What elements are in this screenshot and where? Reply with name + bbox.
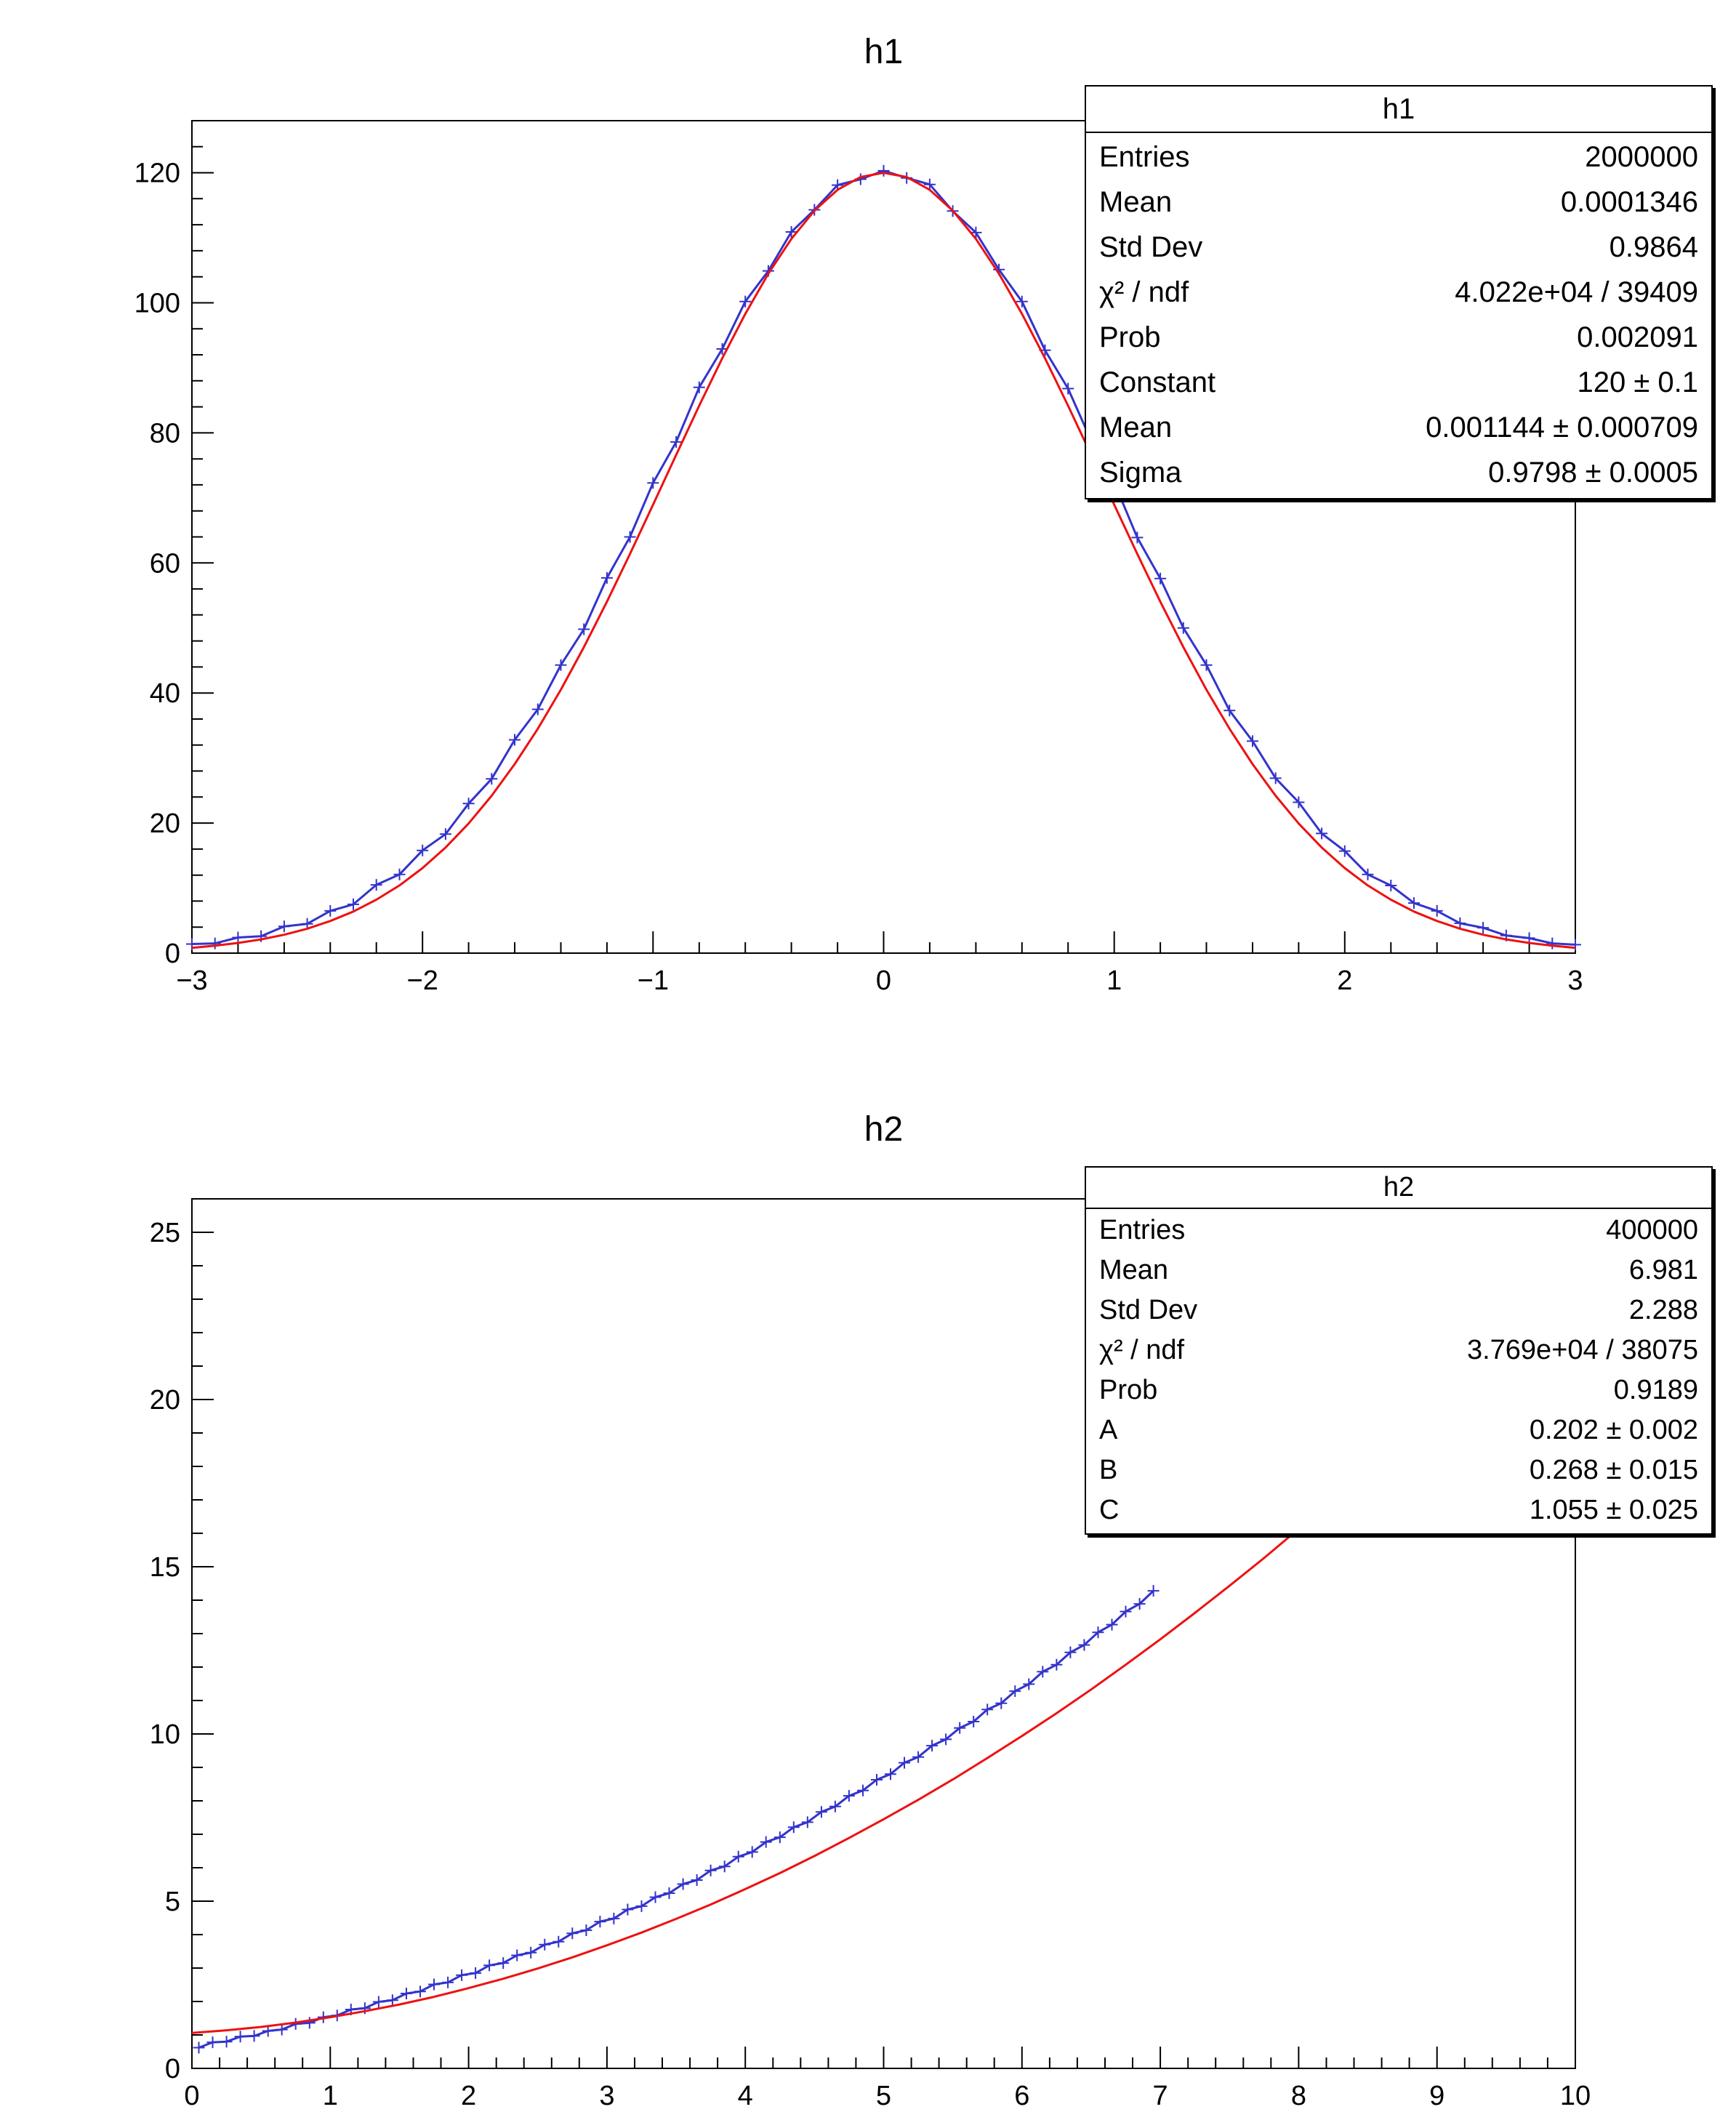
stats-row-label: Sigma [1099, 457, 1182, 489]
stats-row: Std Dev 0.9864 [1086, 225, 1711, 270]
stats-row-value: 2000000 [1585, 141, 1698, 173]
stats-row-value: 0.0001346 [1560, 186, 1698, 218]
y-tick-label: 10 [150, 1719, 180, 1750]
stats-row: A 0.202 ± 0.002 [1086, 1410, 1711, 1450]
stats-row-label: A [1099, 1415, 1118, 1445]
y-tick-label: 0 [165, 2054, 180, 2084]
y-tick-label: 0 [165, 939, 180, 969]
x-tick-label: 2 [461, 2081, 476, 2111]
plot-title-h1: h1 [864, 33, 904, 71]
stats-row: Mean 0.001144 ± 0.000709 [1086, 405, 1711, 450]
h1-plot: −3 −2 −1 0 1 2 3 0 20 40 60 80 100 120 [134, 120, 1583, 996]
stats-row: Constant 120 ± 0.1 [1086, 360, 1711, 405]
x-tick-label: −1 [638, 965, 669, 996]
y-tick-label: 60 [150, 548, 180, 579]
stats-row: B 0.268 ± 0.015 [1086, 1450, 1711, 1490]
x-tick-label: 5 [876, 2081, 891, 2111]
stats-row: Std Dev 2.288 [1086, 1290, 1711, 1330]
x-tick-label: 3 [1567, 965, 1583, 996]
y-tick-label: 20 [150, 808, 180, 839]
x-tick-label: 0 [876, 965, 891, 996]
y-tick-label: 100 [134, 289, 180, 319]
stats-row-label: Mean [1099, 1255, 1169, 1285]
stats-row-label: Std Dev [1099, 231, 1203, 263]
stats-row: χ² / ndf 4.022e+04 / 39409 [1086, 270, 1711, 315]
stats-row-value: 0.002091 [1577, 321, 1698, 353]
stats-row-label: Entries [1099, 141, 1190, 173]
h2-stats-box: h2 Entries 400000 Mean 6.981 Std Dev 2.288 χ² … [1085, 1166, 1713, 1535]
y-tick-label: 5 [165, 1887, 180, 1917]
stats-row-label: Constant [1099, 366, 1216, 398]
x-tick-label: 7 [1153, 2081, 1168, 2111]
stats-rows: Entries 400000 Mean 6.981 Std Dev 2.288 χ² / n… [1086, 1209, 1711, 1533]
stats-row-value: 0.001144 ± 0.000709 [1426, 411, 1698, 443]
stats-row-label: Mean [1099, 411, 1173, 443]
stats-row: Mean 0.0001346 [1086, 180, 1711, 225]
stats-row-label: Mean [1099, 186, 1173, 218]
x-tick-label: 2 [1337, 965, 1352, 996]
h2-data-markers [193, 1585, 1160, 2054]
x-tick-label: 1 [1106, 965, 1122, 996]
x-tick-label: 0 [184, 2081, 199, 2111]
axis-ticks [191, 1198, 1576, 2069]
stats-row-value: 120 ± 0.1 [1577, 366, 1698, 398]
stats-row-label: χ² / ndf [1099, 1335, 1185, 1365]
stats-row: Entries 400000 [1086, 1210, 1711, 1250]
stats-row-label: Entries [1099, 1215, 1186, 1245]
stats-row: C 1.055 ± 0.025 [1086, 1490, 1711, 1530]
y-tick-label: 15 [150, 1552, 180, 1583]
y-tick-label: 20 [150, 1385, 180, 1416]
stats-row: Prob 0.002091 [1086, 315, 1711, 360]
h1-stats-box: h1 Entries 2000000 Mean 0.0001346 Std Dev 0.9… [1085, 85, 1713, 499]
stats-row-value: 2.288 [1628, 1295, 1698, 1325]
stats-row-label: χ² / ndf [1099, 276, 1189, 308]
stats-row-value: 0.202 ± 0.002 [1529, 1415, 1698, 1445]
stats-row-value: 0.9864 [1609, 231, 1698, 263]
y-tick-label: 120 [134, 158, 180, 189]
x-tick-label: 3 [599, 2081, 614, 2111]
stats-row-value: 0.9189 [1613, 1375, 1698, 1405]
y-tick-label: 40 [150, 678, 180, 709]
x-tick-label: −2 [407, 965, 438, 996]
stats-row-value: 4.022e+04 / 39409 [1455, 276, 1698, 308]
x-tick-label: −3 [176, 965, 207, 996]
stats-row-label: Std Dev [1099, 1295, 1198, 1325]
stats-row-label: Prob [1099, 321, 1161, 353]
x-tick-label: 1 [323, 2081, 338, 2111]
stats-box-title: h2 [1086, 1168, 1711, 1209]
stats-row-value: 0.9798 ± 0.0005 [1488, 457, 1698, 489]
x-tick-label: 6 [1014, 2081, 1029, 2111]
y-tick-label: 80 [150, 418, 180, 449]
stats-row-value: 6.981 [1628, 1255, 1698, 1285]
x-tick-label: 8 [1291, 2081, 1306, 2111]
x-tick-label: 10 [1560, 2081, 1591, 2111]
stats-row-value: 1.055 ± 0.025 [1529, 1495, 1698, 1525]
x-tick-label: 9 [1429, 2081, 1444, 2111]
y-tick-label: 25 [150, 1218, 180, 1248]
stats-row-label: Prob [1099, 1375, 1158, 1405]
stats-row: Entries 2000000 [1086, 134, 1711, 180]
stats-row: Mean 6.981 [1086, 1250, 1711, 1290]
stats-row-value: 0.268 ± 0.015 [1529, 1455, 1698, 1485]
stats-row-value: 3.769e+04 / 38075 [1466, 1335, 1698, 1365]
stats-box-title: h1 [1086, 87, 1711, 133]
stats-row-label: C [1099, 1495, 1120, 1525]
stats-row: χ² / ndf 3.769e+04 / 38075 [1086, 1330, 1711, 1370]
stats-rows: Entries 2000000 Mean 0.0001346 Std Dev 0.9864… [1086, 133, 1711, 498]
h2-data-line [198, 1590, 1154, 2049]
stats-row-label: B [1099, 1455, 1118, 1485]
stats-row: Sigma 0.9798 ± 0.0005 [1086, 450, 1711, 495]
stats-row: Prob 0.9189 [1086, 1370, 1711, 1410]
stats-row-value: 400000 [1606, 1215, 1698, 1245]
h1-gaussian-fit-line [191, 172, 1576, 949]
plot-title-h2: h2 [864, 1110, 904, 1149]
x-tick-label: 4 [738, 2081, 753, 2111]
